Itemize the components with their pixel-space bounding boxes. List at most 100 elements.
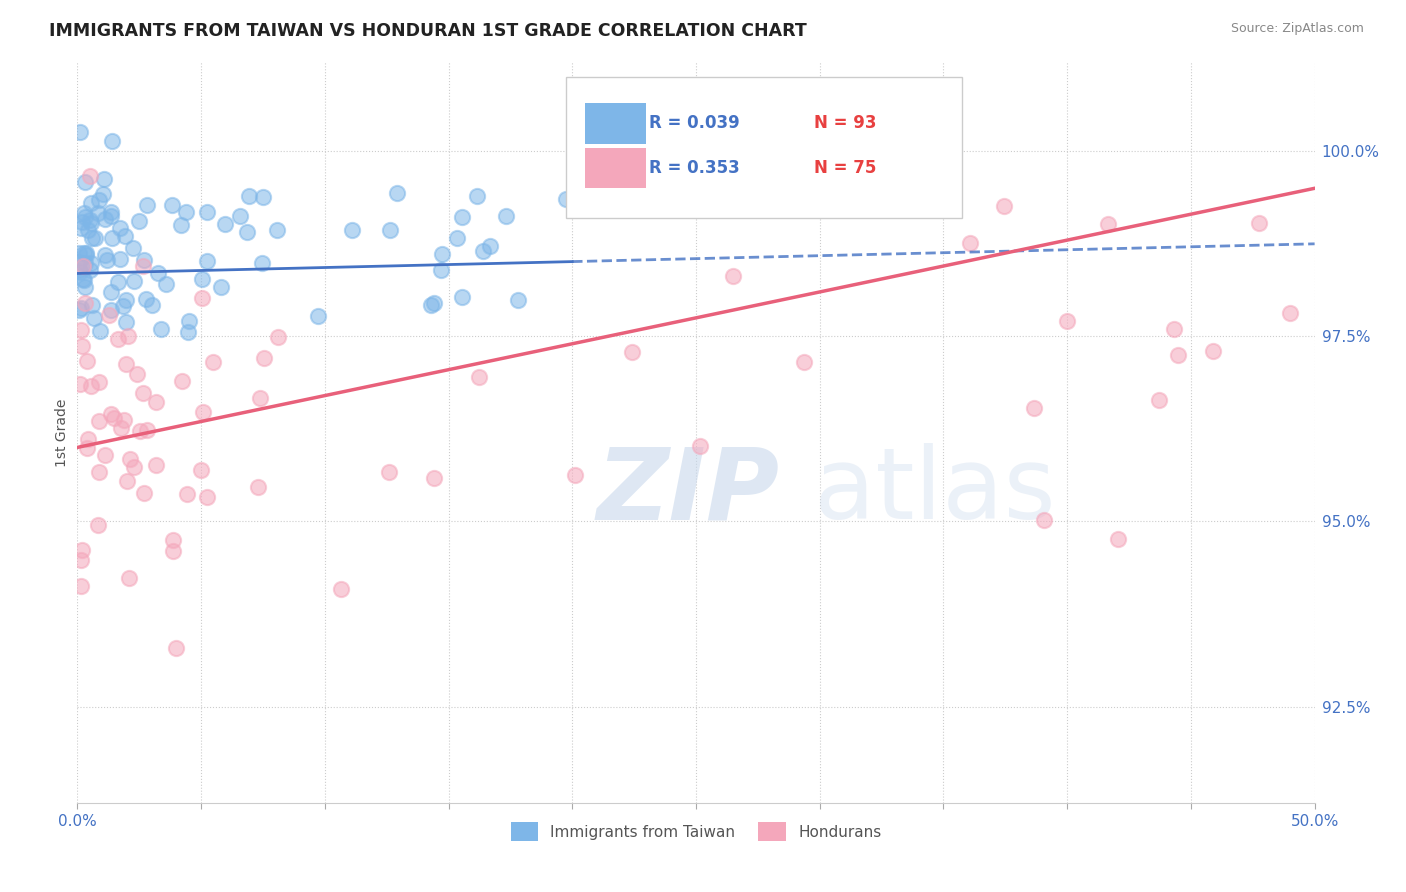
Point — [266, 223, 288, 237]
Point — [73, 206, 96, 220]
Point — [69, 125, 91, 139]
Point — [451, 290, 474, 304]
Point — [1163, 322, 1185, 336]
Point — [155, 277, 177, 292]
Point — [75, 295, 97, 310]
Point — [238, 189, 260, 203]
FancyBboxPatch shape — [567, 78, 962, 218]
Point — [191, 272, 214, 286]
Point — [423, 471, 446, 485]
Point — [1202, 344, 1225, 359]
Point — [70, 579, 93, 593]
Point — [107, 275, 129, 289]
Text: N = 93: N = 93 — [814, 114, 876, 132]
Point — [249, 392, 271, 406]
Point — [72, 272, 94, 286]
Point — [191, 291, 214, 305]
Point — [1107, 532, 1129, 546]
Point — [93, 449, 115, 463]
Point — [149, 321, 172, 335]
Point — [201, 355, 224, 369]
Point — [380, 222, 402, 236]
Point — [112, 413, 135, 427]
Point — [191, 405, 214, 419]
Point — [91, 187, 114, 202]
Point — [1278, 306, 1301, 320]
Point — [80, 256, 103, 270]
Text: N = 75: N = 75 — [814, 159, 876, 177]
Point — [115, 357, 138, 371]
Point — [136, 198, 159, 212]
Point — [1097, 217, 1119, 231]
Point — [118, 571, 141, 585]
Point — [235, 225, 257, 239]
Point — [97, 308, 120, 322]
Point — [124, 274, 146, 288]
Point — [162, 533, 184, 548]
Point — [100, 209, 122, 223]
Text: Source: ZipAtlas.com: Source: ZipAtlas.com — [1230, 22, 1364, 36]
Point — [110, 420, 132, 434]
Point — [959, 236, 981, 251]
Y-axis label: 1st Grade: 1st Grade — [55, 399, 69, 467]
Point — [73, 256, 96, 270]
Point — [723, 268, 745, 283]
Point — [67, 245, 90, 260]
Point — [170, 219, 193, 233]
Point — [132, 385, 155, 400]
Point — [75, 210, 97, 224]
Point — [72, 273, 94, 287]
Point — [446, 231, 468, 245]
Point — [340, 223, 363, 237]
Point — [246, 480, 269, 494]
Point — [430, 247, 453, 261]
Point — [229, 210, 252, 224]
Point — [253, 351, 276, 365]
Point — [96, 252, 118, 267]
Point — [93, 171, 115, 186]
Point — [132, 253, 155, 268]
Point — [1249, 216, 1271, 230]
Point — [114, 315, 136, 329]
Point — [307, 309, 329, 323]
Point — [83, 310, 105, 325]
Point — [478, 239, 501, 253]
Point — [267, 330, 290, 344]
Point — [69, 301, 91, 316]
Point — [387, 186, 409, 200]
Point — [89, 324, 111, 338]
Point — [93, 248, 115, 262]
Point — [174, 205, 197, 219]
Point — [1167, 348, 1189, 362]
Point — [82, 231, 104, 245]
Point — [75, 248, 97, 262]
Text: ZIP: ZIP — [598, 443, 780, 541]
Point — [72, 259, 94, 273]
Point — [79, 213, 101, 227]
Point — [423, 296, 446, 310]
Point — [135, 292, 157, 306]
Point — [79, 262, 101, 277]
Point — [190, 463, 212, 477]
Point — [176, 486, 198, 500]
Point — [94, 212, 117, 227]
Point — [80, 195, 103, 210]
Point — [252, 190, 274, 204]
Point — [120, 451, 142, 466]
Point — [564, 468, 586, 483]
Point — [80, 216, 103, 230]
Point — [165, 641, 187, 656]
Point — [67, 255, 90, 269]
Point — [419, 298, 441, 312]
Point — [69, 323, 91, 337]
Point — [87, 376, 110, 390]
Point — [76, 442, 98, 456]
Legend: Immigrants from Taiwan, Hondurans: Immigrants from Taiwan, Hondurans — [505, 816, 887, 847]
Point — [250, 256, 273, 270]
Point — [77, 222, 100, 236]
Point — [131, 259, 153, 273]
FancyBboxPatch shape — [585, 147, 647, 188]
Point — [121, 242, 143, 256]
Point — [69, 376, 91, 391]
Point — [101, 231, 124, 245]
